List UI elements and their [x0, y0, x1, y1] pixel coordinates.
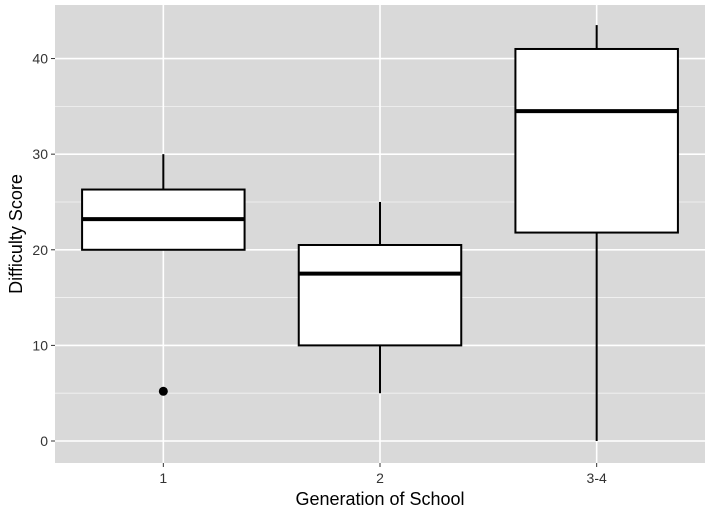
y-tick-label: 40	[32, 51, 48, 67]
x-axis: 1 2 3-4	[159, 463, 607, 486]
box-1	[81, 154, 246, 396]
box-series	[81, 25, 679, 442]
x-tick-label: 2	[376, 470, 384, 486]
y-axis: 0 10 20 30 40	[32, 51, 55, 449]
box-3-4	[514, 25, 679, 442]
box-2	[297, 201, 463, 394]
box-iqr	[514, 47, 679, 234]
x-tick-label: 1	[159, 470, 167, 486]
y-tick-label: 30	[32, 146, 48, 162]
outlier-point	[158, 386, 168, 396]
y-axis-title: Difficulty Score	[6, 174, 26, 294]
y-tick-label: 20	[32, 242, 48, 258]
y-tick-label: 10	[32, 337, 48, 353]
x-axis-title: Generation of School	[295, 489, 464, 509]
y-tick-label: 0	[40, 433, 48, 449]
x-tick-label: 3-4	[587, 470, 607, 486]
box-iqr	[297, 243, 463, 347]
